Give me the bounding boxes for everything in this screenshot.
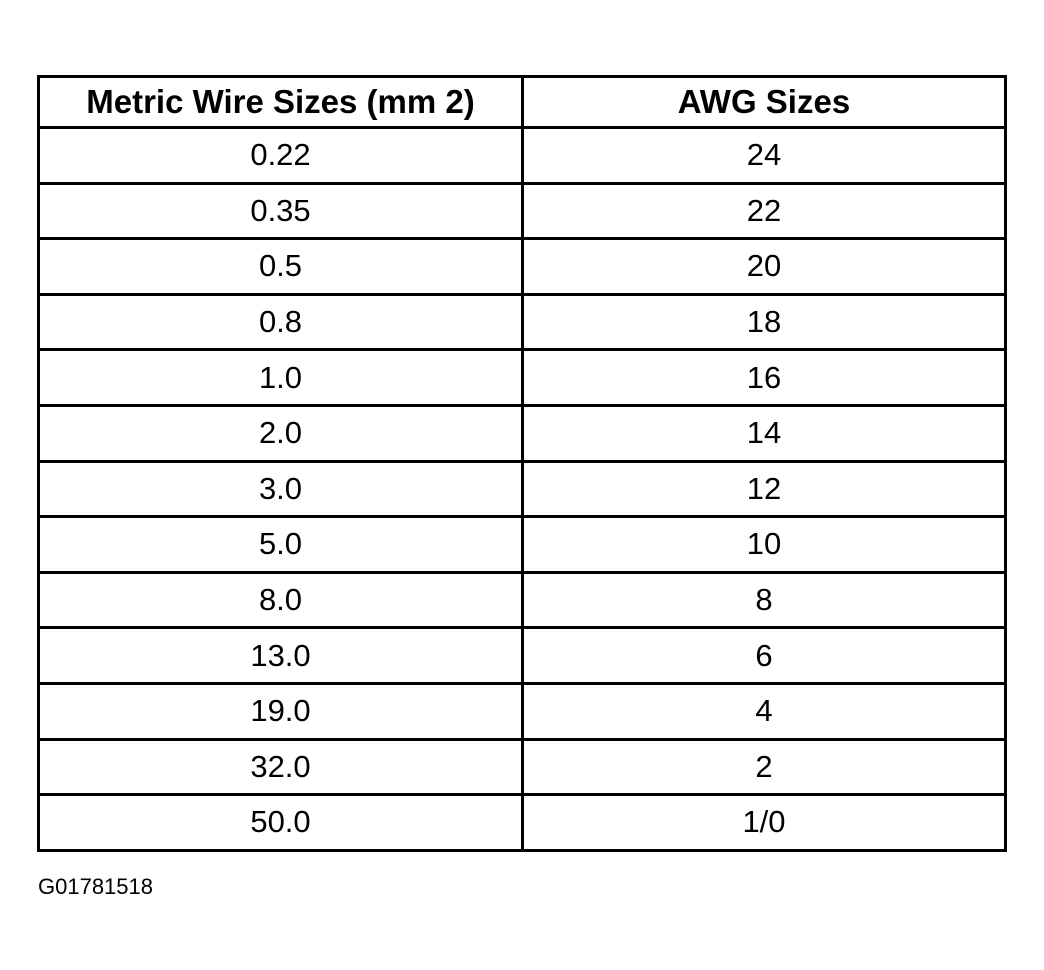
table-row: 13.0 6: [37, 626, 1007, 685]
table-cell: 1/0: [521, 793, 1007, 852]
table-cell: 10: [521, 515, 1007, 574]
table-cell: 8.0: [37, 570, 524, 630]
table-cell: 2: [521, 737, 1007, 797]
table-row: 0.22 24: [37, 126, 1007, 185]
header-cell: AWG Sizes: [521, 75, 1007, 129]
table-cell: 0.8: [37, 292, 524, 352]
table-row: 32.0 2: [37, 737, 1007, 797]
table-cell: 0.5: [37, 237, 524, 296]
table-cell: 8: [521, 570, 1007, 630]
table-cell: 20: [521, 237, 1007, 296]
table-row: 2.0 14: [37, 403, 1007, 463]
table-row: 0.8 18: [37, 292, 1007, 352]
table-row: 0.5 20: [37, 237, 1007, 296]
table-cell: 19.0: [37, 681, 524, 741]
table-cell: 22: [521, 181, 1007, 241]
wire-size-table: Metric Wire Sizes (mm 2) AWG Sizes 0.22 2…: [37, 75, 1007, 852]
table-cell: 18: [521, 292, 1007, 352]
table-cell: 14: [521, 403, 1007, 463]
table-row: 5.0 10: [37, 515, 1007, 574]
table-cell: 0.35: [37, 181, 524, 241]
table-cell: 4: [521, 681, 1007, 741]
table-body: 0.22 24 0.35 22 0.5 20 0.8 18 1.0 16 2.0 14 3.0 12 5.0…: [37, 126, 1007, 852]
table-cell: 13.0: [37, 626, 524, 685]
table-cell: 3.0: [37, 459, 524, 519]
table-row: 8.0 8: [37, 570, 1007, 630]
table-row: 19.0 4: [37, 681, 1007, 741]
table-cell: 12: [521, 459, 1007, 519]
header-row: Metric Wire Sizes (mm 2) AWG Sizes: [37, 75, 1007, 129]
table-row: 0.35 22: [37, 181, 1007, 241]
table-cell: 0.22: [37, 126, 524, 185]
table-cell: 6: [521, 626, 1007, 685]
table-row: 3.0 12: [37, 459, 1007, 519]
table-cell: 2.0: [37, 403, 524, 463]
table-row: 1.0 16: [37, 348, 1007, 407]
table-cell: 24: [521, 126, 1007, 185]
header-cell: Metric Wire Sizes (mm 2): [37, 75, 524, 129]
table-cell: 32.0: [37, 737, 524, 797]
figure-code: G01781518: [38, 874, 153, 899]
table-cell: 50.0: [37, 793, 524, 852]
table-cell: 16: [521, 348, 1007, 407]
table-cell: 5.0: [37, 515, 524, 574]
table-cell: 1.0: [37, 348, 524, 407]
table-row: 50.0 1/0: [37, 793, 1007, 852]
